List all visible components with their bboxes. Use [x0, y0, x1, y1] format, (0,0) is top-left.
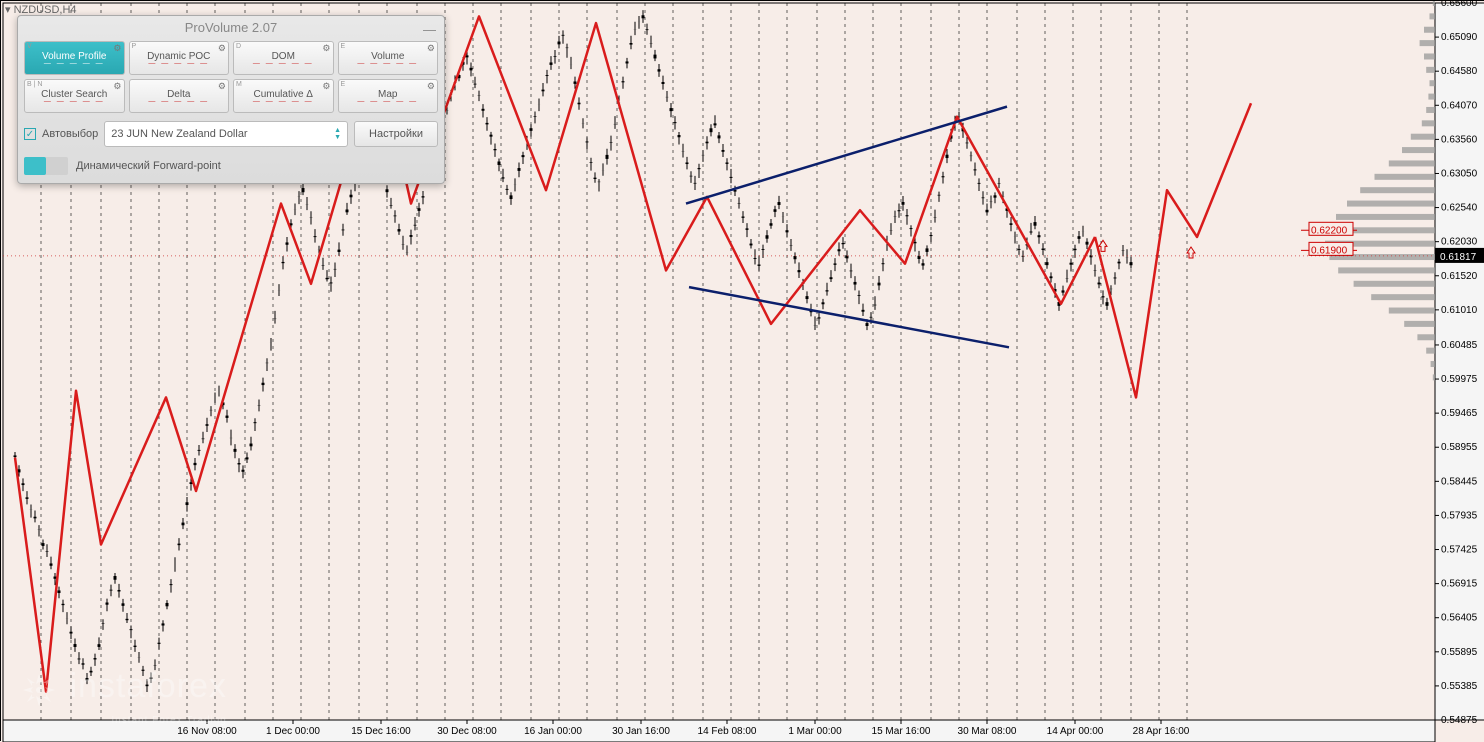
svg-text:0.55385: 0.55385	[1441, 681, 1478, 692]
panel-instrument-row: ✓ Автовыбор 23 JUN New Zealand Dollar ▲▼…	[18, 115, 444, 153]
svg-text:0.63560: 0.63560	[1441, 134, 1478, 145]
svg-text:30 Dec 08:00: 30 Dec 08:00	[437, 726, 497, 737]
watermark-sub: Instant Forex Trading	[19, 715, 227, 726]
svg-text:14 Feb 08:00: 14 Feb 08:00	[698, 726, 757, 737]
svg-text:0.58955: 0.58955	[1441, 442, 1478, 453]
panel-title-text: ProVolume 2.07	[185, 20, 278, 35]
svg-text:0.59465: 0.59465	[1441, 408, 1478, 419]
gear-icon[interactable]: ⚙	[218, 43, 226, 54]
forward-label: Динамический Forward-point	[76, 160, 221, 172]
svg-text:0.62540: 0.62540	[1441, 203, 1478, 214]
gear-icon[interactable]: ⚙	[113, 43, 121, 54]
panel-row-1: V⚙Volume Profile— — — — —P⚙Dynamic POC— …	[18, 39, 444, 77]
panel-btn-dynamic-poc[interactable]: P⚙Dynamic POC— — — — —	[129, 41, 230, 75]
settings-label: Настройки	[369, 128, 423, 140]
gear-icon[interactable]: ⚙	[322, 81, 330, 92]
svg-text:16 Nov 08:00: 16 Nov 08:00	[177, 726, 237, 737]
svg-text:14 Apr 00:00: 14 Apr 00:00	[1047, 726, 1104, 737]
svg-text:0.62030: 0.62030	[1441, 237, 1478, 248]
instrument-select[interactable]: 23 JUN New Zealand Dollar ▲▼	[104, 121, 348, 147]
svg-text:15 Mar 16:00: 15 Mar 16:00	[872, 726, 931, 737]
svg-text:0.61520: 0.61520	[1441, 271, 1478, 282]
gear-icon[interactable]: ⚙	[427, 81, 435, 92]
svg-text:30 Mar 08:00: 30 Mar 08:00	[958, 726, 1017, 737]
svg-text:0.54875: 0.54875	[1441, 715, 1478, 726]
svg-text:0.63050: 0.63050	[1441, 168, 1478, 179]
gear-icon[interactable]: ⚙	[218, 81, 226, 92]
svg-text:0.64070: 0.64070	[1441, 100, 1478, 111]
svg-text:0.56915: 0.56915	[1441, 579, 1478, 590]
panel-btn-dom[interactable]: D⚙DOM— — — — —	[233, 41, 334, 75]
provolume-panel[interactable]: ProVolume 2.07 — V⚙Volume Profile— — — —…	[17, 15, 445, 184]
watermark: instaforex Instant Forex Trading	[19, 667, 227, 726]
svg-text:0.62200: 0.62200	[1311, 225, 1348, 236]
gear-icon[interactable]: ⚙	[427, 43, 435, 54]
panel-btn-cluster-search[interactable]: B | N⚙Cluster Search— — — — —	[24, 79, 125, 113]
svg-text:16 Jan 00:00: 16 Jan 00:00	[524, 726, 582, 737]
svg-text:30 Jan 16:00: 30 Jan 16:00	[612, 726, 670, 737]
svg-text:0.61900: 0.61900	[1311, 245, 1348, 256]
svg-text:0.65090: 0.65090	[1441, 32, 1478, 43]
watermark-icon	[19, 670, 59, 715]
minimize-icon[interactable]: —	[423, 22, 436, 37]
watermark-main: instaforex	[69, 667, 226, 705]
svg-text:0.61817: 0.61817	[1440, 252, 1477, 263]
select-arrows-icon: ▲▼	[334, 127, 341, 141]
panel-btn-cumulative-δ[interactable]: M⚙Cumulative Δ— — — — —	[233, 79, 334, 113]
panel-btn-volume[interactable]: E⚙Volume— — — — —	[338, 41, 439, 75]
panel-title[interactable]: ProVolume 2.07 —	[18, 16, 444, 39]
svg-text:0.60485: 0.60485	[1441, 340, 1478, 351]
gear-icon[interactable]: ⚙	[113, 81, 121, 92]
gear-icon[interactable]: ⚙	[322, 43, 330, 54]
svg-text:0.55895: 0.55895	[1441, 647, 1478, 658]
svg-text:0.56405: 0.56405	[1441, 613, 1478, 624]
svg-text:0.61010: 0.61010	[1441, 305, 1478, 316]
svg-text:28 Apr 16:00: 28 Apr 16:00	[1133, 726, 1190, 737]
svg-text:0.64580: 0.64580	[1441, 66, 1478, 77]
panel-btn-delta[interactable]: ⚙Delta— — — — —	[129, 79, 230, 113]
forward-toggle[interactable]	[24, 157, 68, 175]
panel-btn-volume-profile[interactable]: V⚙Volume Profile— — — — —	[24, 41, 125, 75]
svg-text:1 Mar 00:00: 1 Mar 00:00	[788, 726, 842, 737]
instrument-value: 23 JUN New Zealand Dollar	[111, 128, 247, 140]
forward-point-row: Динамический Forward-point	[18, 153, 444, 183]
chart-container: ▾ NZDUSD,H4 0.656000.650900.645800.64070…	[0, 0, 1484, 741]
svg-text:0.57935: 0.57935	[1441, 510, 1478, 521]
svg-text:0.57425: 0.57425	[1441, 545, 1478, 556]
settings-button[interactable]: Настройки	[354, 121, 438, 147]
svg-text:0.58445: 0.58445	[1441, 476, 1478, 487]
svg-text:0.65600: 0.65600	[1441, 1, 1478, 9]
autoselect-label: Автовыбор	[42, 128, 98, 140]
autoselect-checkbox[interactable]: ✓	[24, 128, 36, 140]
panel-btn-map[interactable]: E⚙Map— — — — —	[338, 79, 439, 113]
panel-row-2: B | N⚙Cluster Search— — — — —⚙Delta— — —…	[18, 77, 444, 115]
svg-text:15 Dec 16:00: 15 Dec 16:00	[351, 726, 411, 737]
svg-text:0.59975: 0.59975	[1441, 374, 1478, 385]
svg-text:1 Dec 00:00: 1 Dec 00:00	[266, 726, 320, 737]
